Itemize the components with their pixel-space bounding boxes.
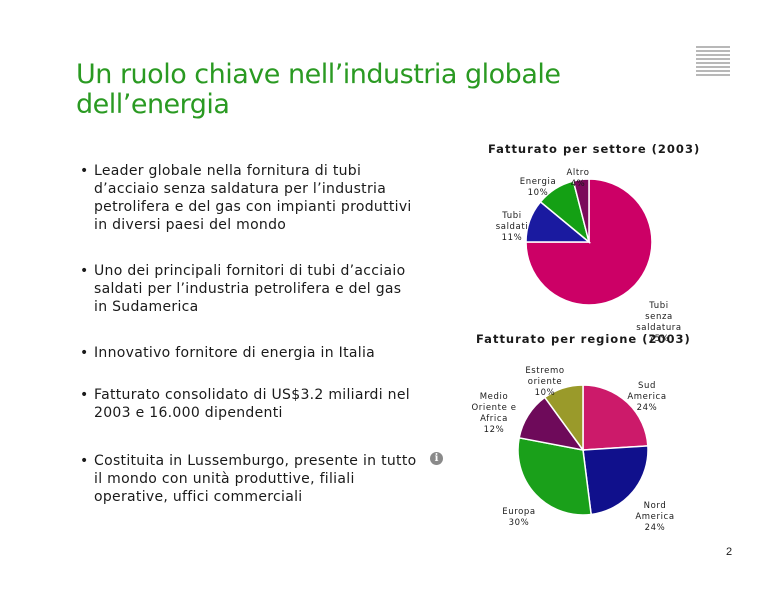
bullet-item: • Leader globale nella fornitura di tubi… xyxy=(78,162,418,234)
bullet-item: • Innovativo fornitore di energia in Ita… xyxy=(78,344,418,362)
bullet-item: • Fatturato consolidato di US$3.2 miliar… xyxy=(78,386,418,422)
page-number: 2 xyxy=(726,546,733,558)
pie-chart-settore xyxy=(525,178,653,306)
bullet-text: Innovativo fornitore di energia in Itali… xyxy=(94,345,376,361)
pie-slice-nord-america xyxy=(582,445,649,516)
page-title: Un ruolo chiave nell’industria globale d… xyxy=(76,59,561,120)
pie-label: Estremo oriente 10% xyxy=(520,355,570,410)
slice-percent: 75% xyxy=(648,334,670,344)
pie-label: Nord America 24% xyxy=(630,490,680,545)
slice-label: Tubi saldati xyxy=(495,211,529,232)
slice-percent: 10% xyxy=(527,188,549,198)
slice-label: Europa xyxy=(502,507,536,517)
slice-percent: 11% xyxy=(501,233,523,243)
pie-slice-europa xyxy=(517,436,592,516)
pie-label: Tubi senza saldatura 75% xyxy=(634,290,684,356)
pie-slice-altro xyxy=(572,178,590,243)
bullet-text: Leader globale nella fornitura di tubi d… xyxy=(94,163,412,233)
pie-label: Sud America 24% xyxy=(625,370,669,425)
slice-percent: 10% xyxy=(534,388,556,398)
slice-percent: 24% xyxy=(644,523,666,533)
bullet-text: Costituita in Lussemburgo, presente in t… xyxy=(94,453,417,505)
info-icon[interactable]: i xyxy=(430,452,443,465)
pie-label: Altro 4% xyxy=(561,157,595,201)
bullet-text: Uno dei principali fornitori di tubi d’a… xyxy=(94,263,406,315)
pie-label: Tubi saldati 11% xyxy=(492,200,532,255)
pie-chart-regione xyxy=(517,384,649,516)
chart-title: Fatturato per regione (2003) xyxy=(476,332,691,346)
slice-label: Tubi senza saldatura xyxy=(636,301,682,333)
bullet-item: • Costituita in Lussemburgo, presente in… xyxy=(80,453,417,505)
slice-percent: 24% xyxy=(636,403,658,413)
bullet-item: • Uno dei principali fornitori di tubi d… xyxy=(78,262,418,316)
pie-slice-sud-america xyxy=(582,384,649,451)
slice-label: Estremo oriente xyxy=(525,366,565,387)
pie-label: Medio Oriente e Africa 12% xyxy=(470,381,518,447)
bullet-text: Fatturato consolidato di US$3.2 miliardi… xyxy=(94,387,410,421)
slice-percent: 30% xyxy=(508,518,530,528)
logo xyxy=(696,46,730,78)
slice-label: Nord America xyxy=(635,501,675,522)
pie-label: Europa 30% xyxy=(497,496,541,540)
slice-percent: 12% xyxy=(483,425,505,435)
slice-label: Altro xyxy=(566,168,590,178)
slice-label: Sud America xyxy=(627,381,667,402)
pie-slice-estremo-oriente xyxy=(543,384,584,453)
slice-label: Energia xyxy=(519,177,557,187)
slice-label: Medio Oriente e Africa xyxy=(471,392,517,424)
chart-title: Fatturato per settore (2003) xyxy=(488,142,701,156)
slice-percent: 4% xyxy=(570,179,586,189)
pie-label: Energia 10% xyxy=(518,166,558,210)
